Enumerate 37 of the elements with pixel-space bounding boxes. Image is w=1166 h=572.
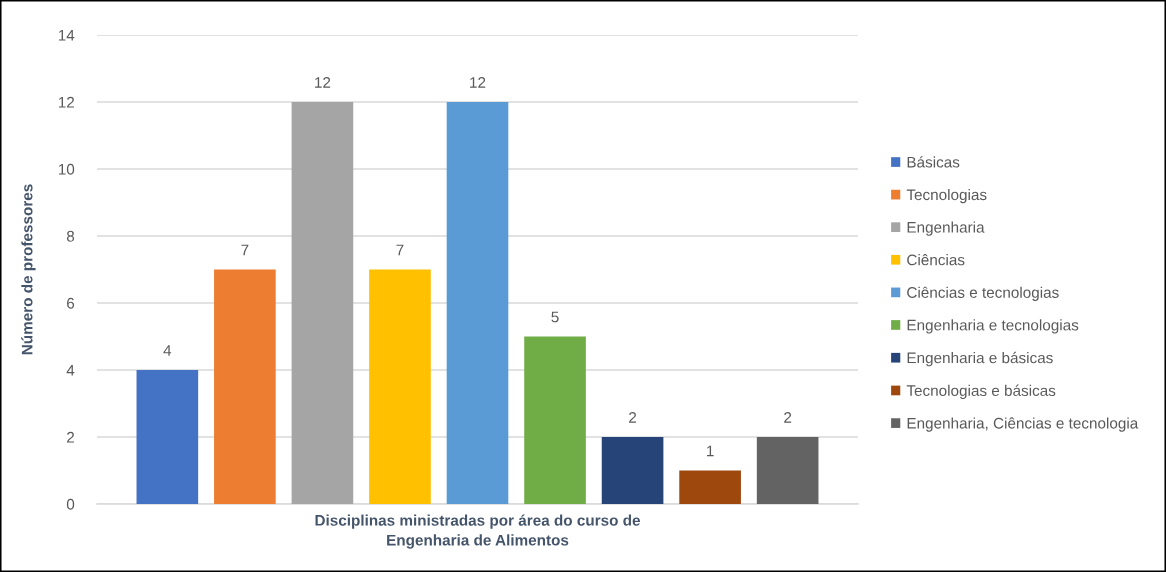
bar xyxy=(136,370,199,504)
x-axis-title: Disciplinas ministradas por área do curso de Engenharia de Alimentos xyxy=(315,514,641,549)
bar xyxy=(601,437,664,504)
legend-label: Básicas xyxy=(907,156,960,168)
legend-label: Ciências e tecnologias xyxy=(907,286,1059,301)
legend-label: Tecnologias xyxy=(906,188,987,204)
y-axis-title: Número de professores xyxy=(21,184,36,355)
data-label: 1 xyxy=(707,445,714,457)
y-tick-label: 10 xyxy=(58,163,75,175)
data-label: 12 xyxy=(470,77,486,88)
data-label: 5 xyxy=(551,311,559,323)
y-tick-label: 12 xyxy=(58,96,75,108)
legend-label: Engenharia e tecnologias xyxy=(907,319,1079,334)
data-label: 2 xyxy=(629,412,637,423)
data-label: 12 xyxy=(315,77,331,88)
bar xyxy=(679,470,741,504)
legend-label: Engenharia e básicas xyxy=(907,351,1053,367)
legend-label: Engenharia xyxy=(907,221,985,236)
bar xyxy=(446,102,509,504)
bar xyxy=(369,269,431,504)
bar xyxy=(756,437,819,504)
y-tick-label: 6 xyxy=(67,297,75,309)
data-label: 7 xyxy=(396,244,404,256)
bar xyxy=(291,102,354,504)
data-label: 4 xyxy=(163,345,172,356)
y-tick-label: 4 xyxy=(66,365,75,376)
y-tick-label: 2 xyxy=(67,431,75,443)
y-tick-label: 14 xyxy=(58,30,75,41)
legend-label: Ciências xyxy=(907,254,965,266)
legend-label: Engenharia, Ciências e tecnologia xyxy=(907,417,1139,432)
y-tick-label: 0 xyxy=(66,498,75,510)
bar xyxy=(524,336,586,504)
legend-label: Tecnologias e básicas xyxy=(906,384,1056,400)
bar xyxy=(214,269,276,504)
data-label: 7 xyxy=(241,244,249,256)
data-label: 2 xyxy=(784,412,792,423)
y-tick-label: 8 xyxy=(66,230,75,242)
